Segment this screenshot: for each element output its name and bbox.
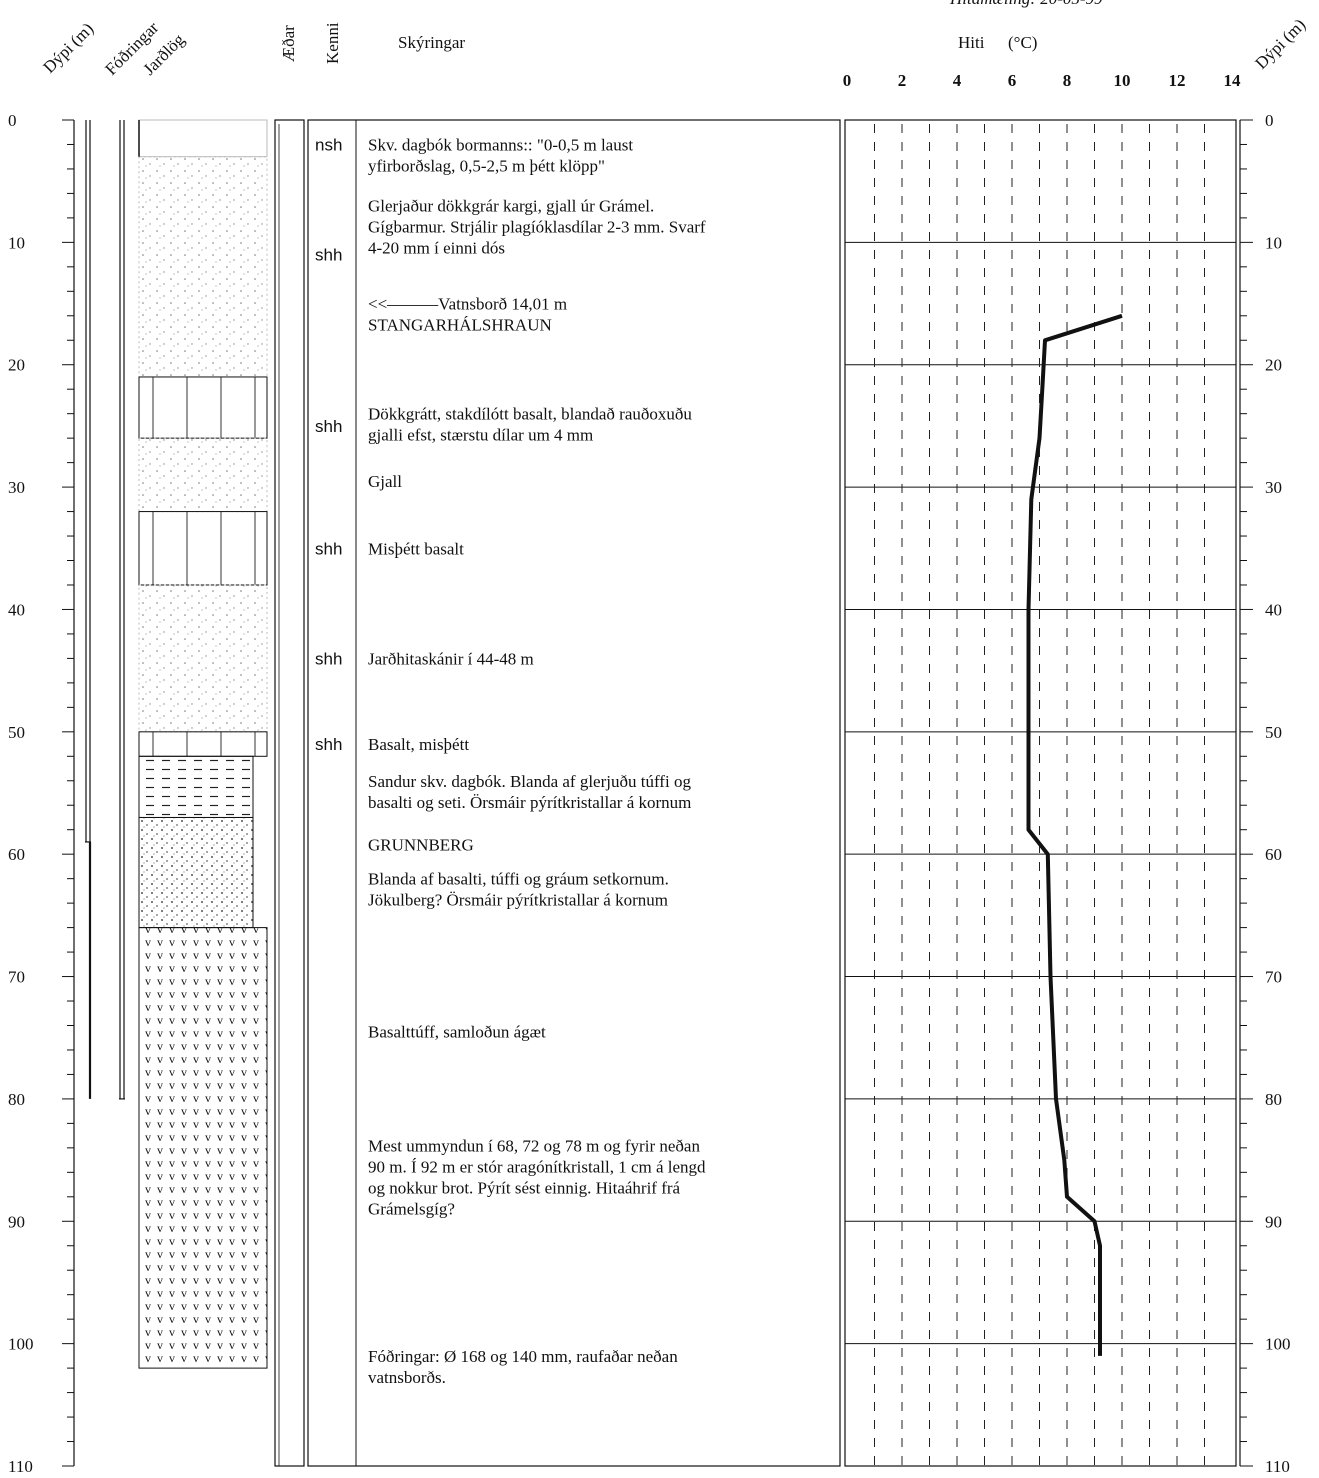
temp-tick-label: 14: [1224, 71, 1242, 90]
right-depth-tick-label: 10: [1265, 233, 1282, 252]
right-depth-tick-label: 60: [1265, 845, 1282, 864]
right-depth-tick-label: 40: [1265, 600, 1282, 619]
stratum-scoria: [139, 438, 267, 511]
description-line: Basalt, misþétt: [368, 735, 469, 754]
right-depth-tick-label: 70: [1265, 968, 1282, 987]
code-label: shh: [315, 246, 342, 265]
code-label: shh: [315, 539, 342, 558]
left-depth-axis: 0 10 20 30 40 50 60 70 80 90 100 110: [8, 111, 74, 1473]
right-depth-tick-label: 0: [1265, 111, 1274, 130]
stratum-basalt: [139, 732, 267, 756]
temp-tick-label: 10: [1114, 71, 1131, 90]
stratum-tuff: [139, 928, 267, 1369]
stratum-scoria: [139, 585, 267, 732]
description-line: GRUNNBERG: [368, 835, 474, 854]
top-right-note: Hitamæling: 20-05-99: [949, 0, 1103, 8]
stratum-scoria: [139, 157, 267, 377]
description-line: 90 m. Í 92 m er stór aragónítkristall, 1…: [368, 1157, 706, 1176]
description-line: basalti og seti. Örsmáir pýrítkristallar…: [368, 793, 691, 812]
description-line: Glerjaður dökkgrár kargi, gjall úr Gráme…: [368, 197, 654, 216]
stratum-mixed: [139, 817, 253, 927]
temperature-profile-line: [1029, 316, 1123, 1356]
temp-tick-label: 2: [898, 71, 907, 90]
left-depth-tick-label: 20: [8, 356, 25, 375]
code-label: shh: [315, 649, 342, 668]
description-line: yfirborðslag, 0,5-2,5 m þétt klöpp": [368, 156, 605, 175]
right-depth-tick-label: 80: [1265, 1090, 1282, 1109]
description-line: Basalttúff, samloðun ágæt: [368, 1023, 546, 1042]
description-line: Grámelsgíg?: [368, 1199, 455, 1218]
code-label: shh: [315, 735, 342, 754]
left-depth-tick-label: 70: [8, 968, 25, 987]
descriptions: Skv. dagbók bormanns:: "0-0,5 m laustyfi…: [368, 135, 706, 1386]
description-line: Mest ummyndun í 68, 72 og 78 m og fyrir …: [368, 1136, 700, 1155]
stratum-basalt: [139, 512, 267, 585]
casing-column: [85, 120, 125, 1099]
description-line: 4-20 mm í einni dós: [368, 239, 505, 258]
description-line: Jökulberg? Örsmáir pýrítkristallar á kor…: [368, 891, 668, 910]
left-depth-tick-label: 60: [8, 845, 25, 864]
description-line: Misþétt basalt: [368, 539, 464, 558]
temp-tick-label: 0: [843, 71, 852, 90]
description-line: Fóðringar: Ø 168 og 140 mm, raufaðar neð…: [368, 1347, 678, 1366]
header-veins: Æðar: [279, 25, 298, 62]
description-line: STANGARHÁLSHRAUN: [368, 316, 552, 335]
stratum-soil: [139, 120, 267, 157]
description-line: Skv. dagbók bormanns:: "0-0,5 m laust: [368, 135, 633, 154]
header-depth-left: Dýpi (m): [39, 19, 97, 77]
description-line: Blanda af basalti, túffi og gráum setkor…: [368, 870, 669, 889]
left-depth-tick-label: 100: [8, 1335, 34, 1354]
stratum-basalt: [139, 377, 267, 438]
temp-tick-label: 12: [1169, 71, 1186, 90]
temp-tick-label: 6: [1008, 71, 1017, 90]
description-line: Gígbarmur. Strjálir plagíóklasdílar 2-3 …: [368, 218, 706, 237]
right-depth-tick-label: 50: [1265, 723, 1282, 742]
description-line: vatnsborðs.: [368, 1368, 446, 1387]
code-label: shh: [315, 417, 342, 436]
right-depth-tick-label: 110: [1265, 1457, 1290, 1473]
header-depth-right: Dýpi (m): [1251, 15, 1309, 73]
temp-tick-label: 8: [1063, 71, 1072, 90]
right-depth-tick-label: 30: [1265, 478, 1282, 497]
description-line: Dökkgrátt, stakdílótt basalt, blandað ra…: [368, 405, 692, 424]
description-line: Jarðhitaskánir í 44-48 m: [368, 649, 534, 668]
description-line: Gjall: [368, 472, 402, 491]
right-depth-axis: 0 10 20 30 40 50 60 70 80 90 100 110: [1240, 111, 1291, 1473]
right-depth-tick-label: 20: [1265, 356, 1282, 375]
left-depth-tick-label: 0: [8, 111, 17, 130]
left-depth-tick-label: 10: [8, 233, 25, 252]
left-depth-tick-label: 40: [8, 600, 25, 619]
header-code: Kenni: [323, 22, 342, 64]
description-line: og nokkur brot. Pýrít sést einnig. Hitaá…: [368, 1178, 681, 1197]
stratum-sediment: [139, 756, 253, 817]
description-line: gjalli efst, stærstu dílar um 4 mm: [368, 426, 593, 445]
strata-column: [139, 120, 267, 1368]
code-labels: nsh shh shh shh shh shh: [315, 135, 342, 754]
temperature-chart: 0 2 4 6 8 10 12 14: [843, 71, 1241, 1466]
description-line: Sandur skv. dagbók. Blanda af glerjuðu t…: [368, 772, 691, 791]
header-description: Skýringar: [398, 33, 465, 52]
right-depth-tick-label: 90: [1265, 1212, 1282, 1231]
left-depth-tick-label: 80: [8, 1090, 25, 1109]
header-temp-unit: (°C): [1008, 33, 1037, 52]
left-depth-tick-label: 30: [8, 478, 25, 497]
temp-tick-label: 4: [953, 71, 962, 90]
header-temp-title: Hiti: [958, 33, 985, 52]
left-depth-tick-label: 110: [8, 1457, 33, 1473]
right-depth-tick-label: 100: [1265, 1335, 1291, 1354]
left-depth-tick-label: 90: [8, 1212, 25, 1231]
description-line: <<———Vatnsborð 14,01 m: [368, 295, 567, 314]
left-depth-tick-label: 50: [8, 723, 25, 742]
code-label: nsh: [315, 135, 342, 154]
